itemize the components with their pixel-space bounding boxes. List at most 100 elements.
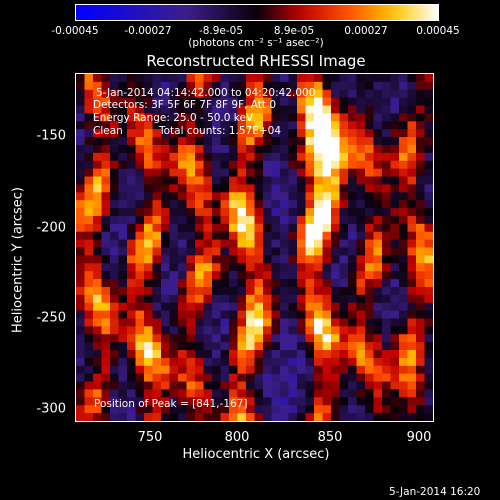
heatmap-cell — [288, 342, 298, 351]
heatmap-cell — [203, 208, 213, 217]
heatmap-cell — [93, 397, 103, 406]
heatmap-cell — [399, 342, 409, 351]
heatmap-cell — [84, 350, 94, 359]
heatmap-cell — [288, 365, 298, 375]
heatmap-cell — [331, 397, 341, 406]
heatmap-cell — [348, 200, 358, 209]
heatmap-cell — [373, 350, 383, 359]
heatmap-cell — [365, 326, 375, 335]
heatmap-cell — [195, 357, 205, 367]
heatmap-cell — [118, 318, 128, 327]
heatmap-cell — [407, 129, 417, 138]
heatmap-cell — [280, 413, 290, 421]
heatmap-cell — [237, 81, 247, 91]
heatmap-cell — [254, 350, 264, 359]
heatmap-cell — [76, 176, 86, 186]
heatmap-cell — [322, 81, 332, 91]
heatmap-cell — [322, 184, 332, 193]
heatmap-cell — [237, 144, 247, 154]
heatmap-cell — [118, 152, 128, 162]
heatmap-cell — [356, 255, 366, 264]
heatmap-cell — [152, 381, 162, 391]
heatmap-cell — [135, 334, 145, 343]
heatmap-cell — [144, 365, 154, 375]
heatmap-cell — [356, 263, 366, 272]
heatmap-cell — [118, 294, 128, 304]
heatmap-cell — [339, 271, 349, 280]
heatmap-cell — [407, 231, 417, 241]
heatmap-cell — [220, 342, 230, 351]
heatmap-cell — [280, 231, 290, 241]
heatmap-cell — [356, 97, 366, 107]
heatmap-cell — [407, 223, 417, 233]
heatmap-cell — [212, 247, 222, 256]
heatmap-cell — [144, 271, 154, 280]
heatmap-cell — [110, 223, 120, 233]
heatmap-cell — [229, 326, 239, 335]
heatmap-cell — [373, 160, 383, 170]
heatmap-cell — [322, 121, 332, 130]
heatmap-cell — [331, 350, 341, 359]
heatmap-cell — [322, 215, 332, 225]
heatmap-cell — [93, 192, 103, 201]
heatmap-cell — [161, 342, 171, 351]
heatmap-cell — [416, 184, 426, 193]
heatmap-cell — [246, 152, 256, 162]
heatmap-cell — [169, 231, 179, 241]
heatmap-cell — [186, 381, 196, 391]
heatmap-cell — [127, 223, 137, 233]
heatmap-cell — [169, 255, 179, 264]
heatmap-cell — [186, 271, 196, 280]
heatmap-cell — [127, 168, 137, 178]
heatmap-cell — [229, 223, 239, 233]
heatmap-cell — [254, 113, 264, 122]
heatmap-cell — [297, 200, 307, 209]
heatmap-cell — [178, 223, 188, 233]
heatmap-cell — [280, 208, 290, 217]
heatmap-cell — [416, 231, 426, 241]
heatmap-cell — [314, 89, 324, 99]
heatmap-cell — [220, 247, 230, 256]
heatmap-cell — [382, 247, 392, 256]
heatmap-cell — [212, 223, 222, 233]
heatmap-cell — [246, 326, 256, 335]
heatmap-cell — [237, 223, 247, 233]
heatmap-cell — [84, 239, 94, 249]
heatmap-cell — [186, 310, 196, 320]
heatmap-cell — [390, 255, 400, 264]
heatmap-cell — [178, 97, 188, 107]
heatmap-cell — [322, 326, 332, 335]
heatmap-cell — [135, 357, 145, 367]
heatmap-cell — [220, 279, 230, 288]
heatmap-cell — [365, 89, 375, 99]
heatmap-cell — [314, 247, 324, 256]
heatmap-cell — [373, 81, 383, 91]
heatmap-cell — [152, 413, 162, 421]
heatmap-cell — [365, 144, 375, 154]
heatmap-cell — [271, 192, 281, 201]
heatmap-cell — [356, 208, 366, 217]
heatmap-cell — [339, 405, 349, 414]
heatmap-cell — [135, 208, 145, 217]
heatmap-cell — [382, 137, 392, 146]
heatmap-cell — [407, 255, 417, 264]
heatmap-cell — [407, 326, 417, 335]
heatmap-cell — [135, 113, 145, 122]
heatmap-cell — [144, 144, 154, 154]
heatmap-cell — [416, 200, 426, 209]
heatmap-cell — [373, 144, 383, 154]
heatmap-cell — [382, 223, 392, 233]
heatmap-cell — [356, 397, 366, 406]
heatmap-cell — [297, 350, 307, 359]
heatmap-cell — [110, 129, 120, 138]
heatmap-cell — [195, 255, 205, 264]
heatmap-cell — [144, 129, 154, 138]
heatmap-cell — [178, 215, 188, 225]
heatmap-cell — [348, 74, 358, 83]
heatmap-cell — [203, 326, 213, 335]
heatmap-cell — [152, 215, 162, 225]
heatmap-cell — [424, 350, 433, 359]
heatmap-cell — [135, 271, 145, 280]
heatmap-cell — [127, 334, 137, 343]
heatmap-cell — [365, 318, 375, 327]
